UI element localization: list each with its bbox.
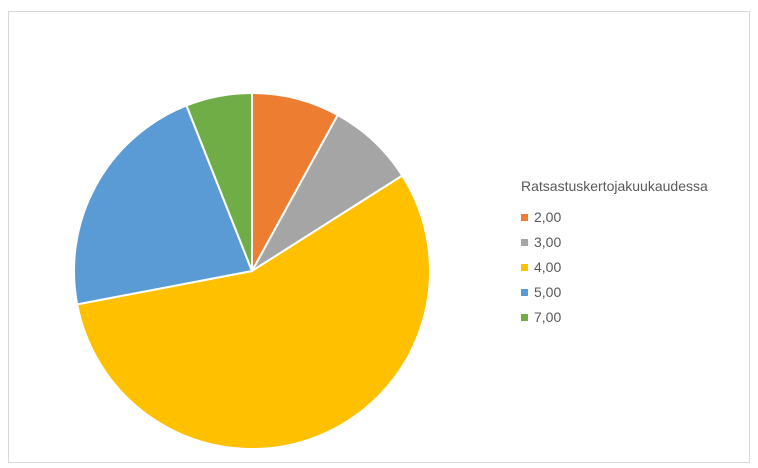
legend-item: 2,00 <box>521 205 749 229</box>
pie-chart <box>73 92 431 450</box>
legend-swatch <box>521 313 528 321</box>
chart-area: Ratsastuskertojakuukaudessa 2,00 3,00 4,00… <box>8 11 750 463</box>
pie-slice-2 <box>251 114 404 272</box>
legend: Ratsastuskertojakuukaudessa 2,00 3,00 4,00… <box>521 175 749 330</box>
legend-label: 5,00 <box>534 284 562 300</box>
pie-slices <box>73 92 431 450</box>
legend-swatch <box>521 238 528 246</box>
legend-item: 4,00 <box>521 255 749 279</box>
pie-slice-4 <box>73 104 253 306</box>
pie-slice-3 <box>76 174 431 450</box>
legend-swatch <box>521 288 528 296</box>
legend-item: 7,00 <box>521 305 749 329</box>
pie-slice-5 <box>185 92 253 272</box>
legend-label: 4,00 <box>534 259 562 275</box>
legend-swatch <box>521 263 528 271</box>
legend-label: 2,00 <box>534 209 562 225</box>
legend-title: Ratsastuskertojakuukaudessa <box>521 178 708 194</box>
legend-swatch <box>521 213 528 221</box>
legend-label: 3,00 <box>534 234 562 250</box>
legend-item: 5,00 <box>521 280 749 304</box>
legend-items: 2,00 3,00 4,00 5,00 7,00 <box>521 205 749 329</box>
legend-item: 3,00 <box>521 230 749 254</box>
legend-label: 7,00 <box>534 309 562 325</box>
pie-slice-1 <box>251 92 339 272</box>
